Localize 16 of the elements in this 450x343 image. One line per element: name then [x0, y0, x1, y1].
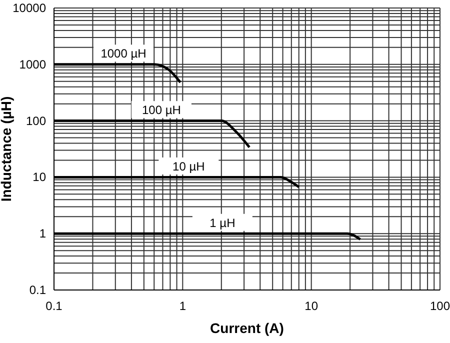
- series-label: 100 µH: [142, 103, 181, 118]
- y-tick-label: 10000: [12, 1, 46, 15]
- y-tick-label: 10: [32, 170, 46, 184]
- x-axis-title: Current (A): [210, 320, 284, 336]
- x-tick-label: 1: [179, 299, 186, 313]
- x-tick-label: 10: [304, 299, 318, 313]
- y-axis-title: Inductance (µH): [0, 96, 14, 202]
- x-tick-label: 0.1: [46, 299, 63, 313]
- series-label: 1000 µH: [100, 46, 146, 61]
- x-tick-label: 100: [430, 299, 450, 313]
- series-label: 10 µH: [172, 159, 205, 174]
- series-label: 1 µH: [210, 216, 236, 230]
- y-tick-label: 1000: [19, 57, 46, 72]
- y-tick-label: 0.1: [29, 283, 46, 297]
- y-tick-label: 100: [26, 114, 46, 128]
- y-tick-label: 1: [39, 226, 46, 241]
